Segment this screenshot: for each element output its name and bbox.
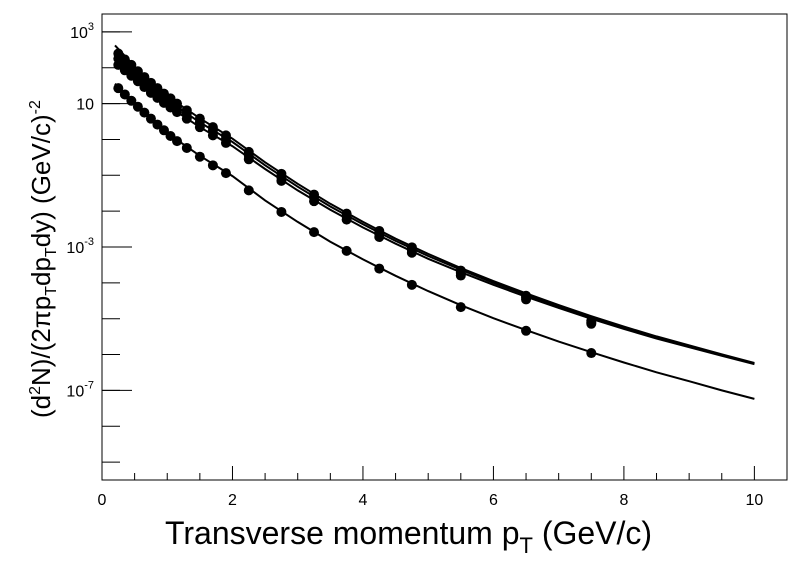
- y-tick-label-base: 10: [66, 240, 84, 257]
- y-tick-label-base: 10: [70, 25, 88, 42]
- x-axis-title-subscript: T: [519, 533, 532, 558]
- y-tick-label-base: 10: [66, 383, 84, 400]
- data-point: [207, 130, 218, 141]
- data-point: [158, 125, 169, 136]
- fit-curve: [114, 44, 755, 364]
- data-point: [194, 122, 205, 133]
- data-point: [207, 160, 218, 171]
- data-point: [119, 89, 130, 100]
- y-tick-label-exponent: -3: [84, 236, 94, 248]
- data-point: [145, 113, 156, 124]
- data-point: [455, 302, 466, 313]
- y-title-part: dp: [26, 257, 56, 286]
- data-point: [243, 185, 254, 196]
- x-tick-label: 2: [228, 492, 237, 509]
- data-point: [341, 214, 352, 225]
- data-point: [139, 82, 150, 93]
- y-tick-label: 10: [76, 97, 94, 114]
- x-tick-label: 4: [358, 492, 367, 509]
- x-tick-label: 10: [745, 492, 763, 509]
- data-point: [181, 113, 192, 124]
- data-point: [586, 318, 597, 329]
- data-point: [374, 263, 385, 274]
- data-point: [243, 154, 254, 165]
- data-point: [132, 76, 143, 87]
- y-tick-label-exponent: -7: [84, 379, 94, 391]
- data-point: [172, 107, 183, 118]
- data-point: [406, 247, 417, 258]
- data-point: [406, 279, 417, 290]
- data-point: [586, 348, 597, 359]
- y-tick-label-exponent: 3: [88, 21, 94, 33]
- data-point: [341, 245, 352, 256]
- data-point: [113, 83, 124, 94]
- data-point: [152, 119, 163, 130]
- data-points: [113, 48, 597, 359]
- y-axis-title: (d2N)/(2πpTdpTdy) (GeV/c)-2: [26, 100, 60, 418]
- data-point: [276, 175, 287, 186]
- data-point: [521, 294, 532, 305]
- fit-curves: [114, 44, 755, 400]
- y-title-sup: -2: [27, 100, 44, 114]
- y-title-sub: T: [43, 286, 60, 296]
- fit-curve: [114, 50, 755, 365]
- data-point: [220, 168, 231, 179]
- data-point: [455, 270, 466, 281]
- fit-curve: [114, 56, 755, 366]
- data-point: [194, 151, 205, 162]
- data-point: [374, 232, 385, 243]
- y-title-sup: 2: [27, 386, 44, 395]
- x-tick-label: 6: [489, 492, 498, 509]
- plot-frame: [101, 13, 788, 481]
- y-tick-label: 103: [70, 21, 94, 42]
- x-axis-title: Transverse momentum pT (GeV/c): [165, 515, 652, 558]
- x-axis-title-unit: (GeV/c): [533, 515, 652, 551]
- data-point: [220, 137, 231, 148]
- data-point: [172, 136, 183, 147]
- data-point: [309, 227, 320, 238]
- data-point: [521, 325, 532, 336]
- y-title-part: dy) (GeV/c): [26, 114, 56, 247]
- data-point: [309, 196, 320, 207]
- data-point: [276, 206, 287, 217]
- data-point: [126, 95, 137, 106]
- plot-border: [101, 13, 788, 481]
- data-point: [139, 107, 150, 118]
- y-title-sub: T: [43, 247, 60, 257]
- data-point: [181, 142, 192, 153]
- y-title-part: (d: [26, 395, 56, 418]
- x-tick-label: 8: [619, 492, 628, 509]
- data-point: [132, 101, 143, 112]
- y-title-part: N)/(2πp: [26, 296, 56, 386]
- x-tick-label: 0: [98, 492, 107, 509]
- data-point: [126, 70, 137, 81]
- x-axis-ticks: 0 2 4 6 8 10: [98, 466, 788, 509]
- y-tick-label: 10-3: [66, 236, 94, 257]
- y-tick-label-base: 10: [76, 97, 94, 114]
- y-tick-label: 10-7: [66, 379, 94, 400]
- x-axis-title-main: Transverse momentum p: [165, 515, 519, 551]
